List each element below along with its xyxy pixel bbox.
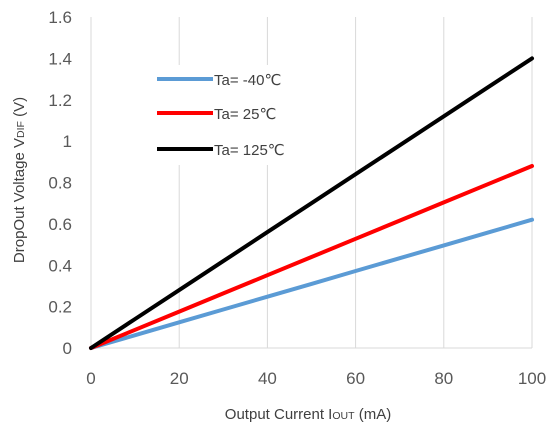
x-tick-label: 20 — [170, 369, 189, 388]
y-tick-label: 1.6 — [48, 8, 72, 27]
legend-label: Ta= 25℃ — [214, 106, 276, 123]
y-tick-label: 0 — [63, 339, 72, 358]
x-axis-title: Output Current IOUT (mA) — [225, 406, 391, 423]
y-tick-label: 0.2 — [48, 298, 72, 317]
y-tick-label: 0.6 — [48, 215, 72, 234]
y-tick-label: 0.8 — [48, 174, 72, 193]
x-tick-label: 100 — [518, 369, 546, 388]
axes — [90, 17, 532, 349]
x-tick-label: 60 — [346, 369, 365, 388]
y-tick-label: 1 — [63, 132, 72, 151]
legend-label: Ta= 125℃ — [214, 142, 285, 159]
series-line — [89, 217, 534, 350]
y-tick-label: 0.4 — [48, 256, 72, 275]
tick-labels: 0 20 40 60 80 100 0 0.2 0.4 0.6 0.8 1 1.2 1.4 1.6 — [48, 8, 546, 388]
series-line — [89, 56, 534, 350]
y-tick-label: 1.4 — [48, 49, 72, 68]
x-tick-label: 40 — [258, 369, 277, 388]
x-tick-label: 80 — [434, 369, 453, 388]
series-line — [89, 164, 534, 350]
series-lines — [89, 56, 534, 350]
x-tick-label: 0 — [86, 369, 95, 388]
legend-label: Ta= -40℃ — [214, 72, 281, 89]
y-tick-label: 1.2 — [48, 91, 72, 110]
legend: Ta= -40℃ Ta= 25℃ Ta= 125℃ — [150, 65, 310, 165]
y-axis-title: DropOut Voltage VDIF (V) — [11, 97, 28, 263]
